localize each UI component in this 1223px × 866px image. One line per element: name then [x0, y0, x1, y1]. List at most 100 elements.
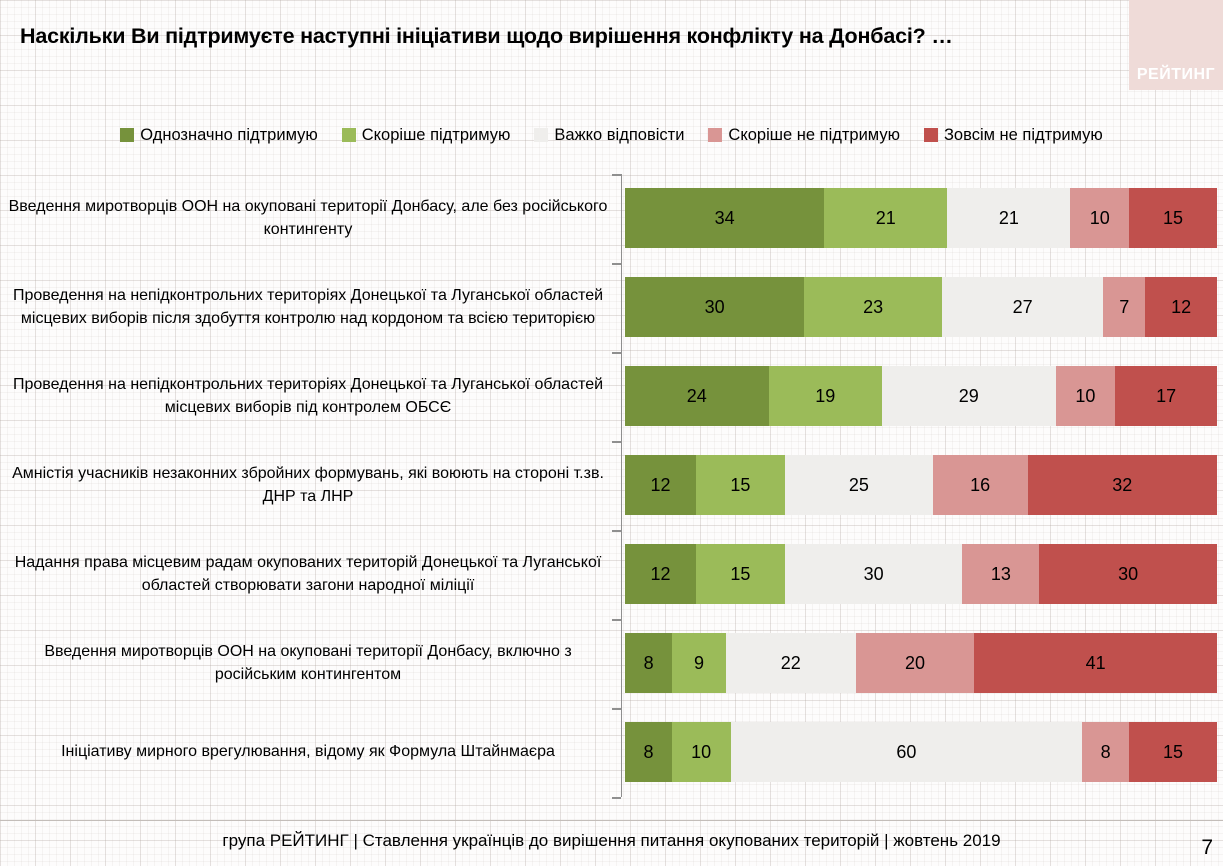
chart-row: Введення миротворців ООН на окуповані те… [0, 174, 1223, 263]
bar-segment: 15 [696, 544, 785, 604]
bar-value-label: 15 [1162, 207, 1184, 228]
stacked-bar: 34 21 21 10 15 [625, 188, 1217, 248]
bar-value-label: 16 [970, 474, 991, 495]
bar-segment: 27 [941, 277, 1104, 337]
bar-value-label: 20 [905, 652, 926, 673]
footer-divider [0, 820, 1223, 821]
stacked-bar: 8 9 22 20 41 [625, 633, 1217, 693]
footer-source-text: група РЕЙТИНГ | Ставлення українців до в… [222, 831, 1001, 850]
chart-row: Проведення на непідконтрольних територія… [0, 263, 1223, 352]
legend-label: Зовсім не підтримую [943, 125, 1103, 144]
bar-value-label: 19 [815, 385, 836, 406]
bar-value-label: 12 [650, 563, 671, 584]
bar-value-label: 21 [875, 207, 896, 228]
legend-item: Скоріше підтримую [341, 125, 511, 145]
bar-segment: 13 [962, 544, 1040, 604]
bar-segment: 15 [1129, 188, 1217, 248]
category-label: Введення миротворців ООН на окуповані те… [8, 198, 608, 238]
bar-segment: 60 [730, 722, 1083, 782]
page-title: Наскільки Ви підтримуєте наступні ініціа… [20, 24, 953, 48]
stacked-bar: 8 10 60 8 15 [625, 722, 1217, 782]
bar-value-label: 32 [1112, 474, 1133, 495]
bar-value-label: 30 [1118, 563, 1139, 584]
bar-segment: 12 [625, 544, 697, 604]
bar-segment: 16 [932, 455, 1028, 515]
category-label: Проведення на непідконтрольних територія… [12, 287, 604, 327]
bar-segment: 10 [671, 722, 731, 782]
bar-segment: 19 [768, 366, 883, 426]
bar-segment: 30 [784, 544, 963, 604]
bar-segment: 10 [1070, 188, 1130, 248]
legend-color-chip [534, 128, 549, 142]
legend-item: Скоріше не підтримую [708, 126, 900, 145]
legend-item: Однозначно підтримую [120, 126, 318, 145]
bar-segment: 30 [1039, 544, 1217, 604]
bar-segment: 20 [855, 633, 975, 693]
bar-segment: 23 [804, 277, 942, 337]
legend-label: Скоріше підтримую [361, 125, 511, 144]
stacked-bar: 12 15 25 16 32 [625, 455, 1217, 515]
legend-item: Зовсім не підтримую [923, 125, 1103, 145]
bar-value-label: 10 [1089, 207, 1110, 228]
bar-value-label: 29 [958, 385, 979, 406]
bar-segment: 10 [1055, 366, 1116, 426]
bar-value-label: 23 [863, 296, 884, 317]
bar-segment: 41 [974, 633, 1217, 693]
category-axis-line [621, 174, 622, 797]
category-label: Надання права місцевим радам окупованих … [14, 554, 602, 594]
bar-segment: 17 [1115, 366, 1217, 426]
bar-value-label: 7 [1119, 296, 1130, 317]
category-label: Введення миротворців ООН на окуповані те… [44, 643, 572, 683]
bar-segment: 30 [625, 277, 805, 337]
bar-segment: 15 [696, 455, 785, 515]
bar-value-label: 12 [650, 474, 671, 495]
axis-tick [612, 530, 621, 532]
rating-logo: РЕЙТИНГ [1129, 0, 1223, 90]
page-number: 7 [1201, 836, 1213, 859]
bar-segment: 24 [625, 366, 769, 426]
chart-row: Проведення на непідконтрольних територія… [0, 352, 1223, 441]
bar-value-label: 22 [780, 652, 801, 673]
axis-tick [612, 174, 621, 176]
bar-value-label: 27 [1012, 296, 1033, 317]
stacked-bar: 24 19 29 10 17 [625, 366, 1217, 426]
legend-color-chip [923, 128, 938, 142]
bar-value-label: 34 [714, 207, 735, 228]
category-label: Амністія учасників незаконних збройних ф… [12, 465, 604, 505]
bar-segment: 21 [947, 188, 1071, 248]
chart-row: Амністія учасників незаконних збройних ф… [0, 441, 1223, 530]
bar-value-label: 21 [998, 207, 1019, 228]
axis-tick [612, 708, 621, 710]
bar-value-label: 8 [643, 741, 654, 762]
axis-tick [612, 619, 621, 621]
bar-value-label: 17 [1156, 385, 1177, 406]
bar-value-label: 15 [1163, 741, 1184, 762]
legend-item: Важко відповісти [534, 126, 684, 145]
legend-label: Однозначно підтримую [140, 125, 318, 144]
axis-tick [612, 441, 621, 443]
bar-value-label: 30 [863, 563, 884, 584]
category-label: Ініціативу мирного врегулювання, відому … [61, 743, 555, 761]
bar-value-label: 15 [730, 474, 751, 495]
bar-segment: 12 [1145, 277, 1217, 337]
bar-value-label: 24 [686, 385, 707, 406]
bar-value-label: 41 [1085, 652, 1106, 673]
bar-segment: 8 [1082, 722, 1130, 782]
legend-label: Важко відповісти [554, 125, 685, 144]
bar-value-label: 60 [896, 741, 917, 762]
category-label: Проведення на непідконтрольних територія… [12, 376, 604, 416]
bar-segment: 8 [625, 633, 673, 693]
bar-segment: 29 [882, 366, 1056, 426]
bar-value-label: 15 [730, 563, 751, 584]
stacked-bar: 12 15 30 13 30 [625, 544, 1217, 604]
axis-tick [612, 797, 621, 799]
legend-label: Скоріше не підтримую [728, 125, 900, 144]
bar-value-label: 8 [1100, 741, 1111, 762]
bar-segment: 25 [784, 455, 933, 515]
axis-tick [612, 263, 621, 265]
bar-segment: 9 [672, 633, 726, 693]
bar-value-label: 10 [1075, 385, 1096, 406]
legend-color-chip [341, 128, 356, 142]
rating-logo-text: РЕЙТИНГ [1136, 66, 1216, 83]
